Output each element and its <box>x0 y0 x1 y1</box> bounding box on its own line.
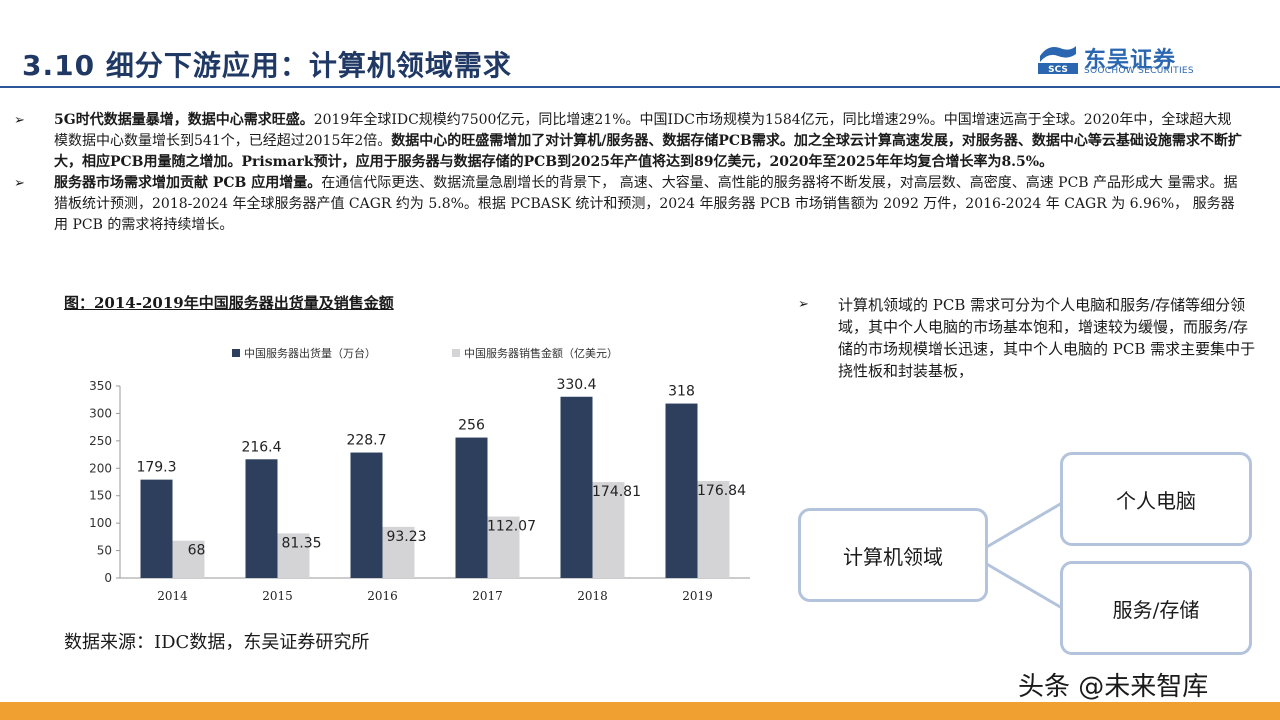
slide-header: 3.10 细分下游应用：计算机领域需求 SCS 东吴证券 SOOCHOW SEC… <box>0 0 1280 90</box>
side-bullet: ➢ 计算机领域的 PCB 需求可分为个人电脑和服务/存储等细分领域，其中个人电脑… <box>798 294 1258 382</box>
data-label: 68 <box>188 543 206 559</box>
bar-sales-2017 <box>487 516 520 578</box>
data-label: 228.7 <box>346 433 386 449</box>
x-tick-label: 2016 <box>367 589 398 603</box>
bar-shipments-2014 <box>140 479 173 578</box>
bar-shipments-2015 <box>245 459 278 578</box>
x-tick-label: 2015 <box>262 589 293 603</box>
y-tick-label: 250 <box>89 434 112 448</box>
legend-swatch <box>452 349 460 357</box>
data-label: 318 <box>668 384 695 400</box>
data-label: 176.84 <box>697 483 746 499</box>
bar-sales-2016 <box>382 526 415 578</box>
x-tick-label: 2018 <box>577 589 608 603</box>
y-tick-label: 150 <box>89 489 112 503</box>
bullet-text: 在通信代际更迭、数据流量急剧增长的背景下， 高速、大容量、高性能的服务器将不断发… <box>54 175 1238 233</box>
chart-source: 数据来源：IDC数据，东吴证券研究所 <box>64 632 370 653</box>
data-label: 179.3 <box>136 460 176 476</box>
data-label: 81.35 <box>281 535 321 551</box>
chart-title: 图：2014-2019年中国服务器出货量及销售金额 <box>64 294 394 312</box>
bullet-text: 2019年全球IDC规模约7500亿元，同比增速21%。中国IDC市场规模为15… <box>54 112 1232 149</box>
diagram-root-box: 计算机领域 <box>798 508 988 602</box>
bullet-item: ➢ 服务器市场需求增加贡献 PCB 应用增量。在通信代际更迭、数据流量急剧增长的背… <box>14 173 1244 236</box>
data-label: 330.4 <box>556 377 596 393</box>
y-tick-label: 0 <box>104 571 112 585</box>
server-bar-chart: 中国服务器出货量（万台） 中国服务器销售金额（亿美元） 0 50 100 150 200 25… <box>89 346 750 603</box>
x-tick-label: 2017 <box>472 589 503 603</box>
bar-sales-2015 <box>277 533 310 578</box>
logo-subtitle: SOOCHOW SECURITIES <box>1084 66 1194 76</box>
y-tick-label: 300 <box>89 406 112 420</box>
computer-field-diagram: 计算机领域 个人电脑 服务/存储 <box>790 448 1260 663</box>
bullet-arrow-icon: ➢ <box>14 176 25 191</box>
watermark: 头条 @未来智库 <box>1018 672 1209 702</box>
bullet-arrow-icon: ➢ <box>798 297 809 312</box>
logo-mark-icon: SCS <box>1038 46 1078 75</box>
bullet-item: ➢ 5G时代数据量暴增，数据中心需求旺盛。2019年全球IDC规模约7500亿元，… <box>14 110 1244 173</box>
y-tick-label: 100 <box>89 516 112 530</box>
bar-shipments-2018 <box>560 396 593 578</box>
y-tick-label: 200 <box>89 461 112 475</box>
svg-text:SCS: SCS <box>1048 65 1068 75</box>
data-label: 256 <box>458 418 485 434</box>
data-label: 93.23 <box>386 529 426 545</box>
diagram-child-server: 服务/存储 <box>1060 561 1252 655</box>
bar-sales-2018 <box>592 482 625 578</box>
bullet-bold-text: 服务器市场需求增加贡献 PCB 应用增量。 <box>54 175 322 191</box>
bullet-arrow-icon: ➢ <box>14 113 25 128</box>
diagram-connectors <box>984 501 1063 610</box>
bar-shipments-2019 <box>665 403 698 578</box>
bullet-list: ➢ 5G时代数据量暴增，数据中心需求旺盛。2019年全球IDC规模约7500亿元，… <box>14 110 1244 236</box>
data-label: 174.81 <box>592 484 641 500</box>
side-bullet-text: 计算机领域的 PCB 需求可分为个人电脑和服务/存储等细分领域，其中个人电脑的市… <box>838 296 1256 380</box>
bullet-bold-text: 数据中心的旺盛需增加了对计算机/服务器、数据存储PCB需求。加之全球云计算高速发… <box>54 133 1242 170</box>
page-title: 3.10 细分下游应用：计算机领域需求 <box>22 49 512 82</box>
legend-swatch <box>232 349 240 357</box>
bar-shipments-2016 <box>350 452 383 578</box>
x-tick-label: 2014 <box>157 589 188 603</box>
bar-sales-2014 <box>172 540 205 578</box>
y-tick-label: 350 <box>89 379 112 393</box>
bottom-accent-bar <box>0 702 1280 720</box>
company-logo: SCS 东吴证券 SOOCHOW SECURITIES <box>1036 42 1236 78</box>
x-tick-label: 2019 <box>682 589 713 603</box>
y-tick-label: 50 <box>97 544 112 558</box>
bullet-bold-text: 5G时代数据量暴增，数据中心需求旺盛。 <box>54 112 314 128</box>
legend-label: 中国服务器出货量（万台） <box>244 346 376 360</box>
data-label: 112.07 <box>487 519 536 535</box>
bar-sales-2019 <box>697 480 730 578</box>
data-label: 216.4 <box>241 439 281 455</box>
logo-name: 东吴证券 <box>1084 48 1177 73</box>
legend-label: 中国服务器销售金额（亿美元） <box>464 346 618 360</box>
bar-shipments-2017 <box>455 437 488 578</box>
header-divider <box>0 86 1280 88</box>
diagram-child-pc: 个人电脑 <box>1060 452 1252 546</box>
